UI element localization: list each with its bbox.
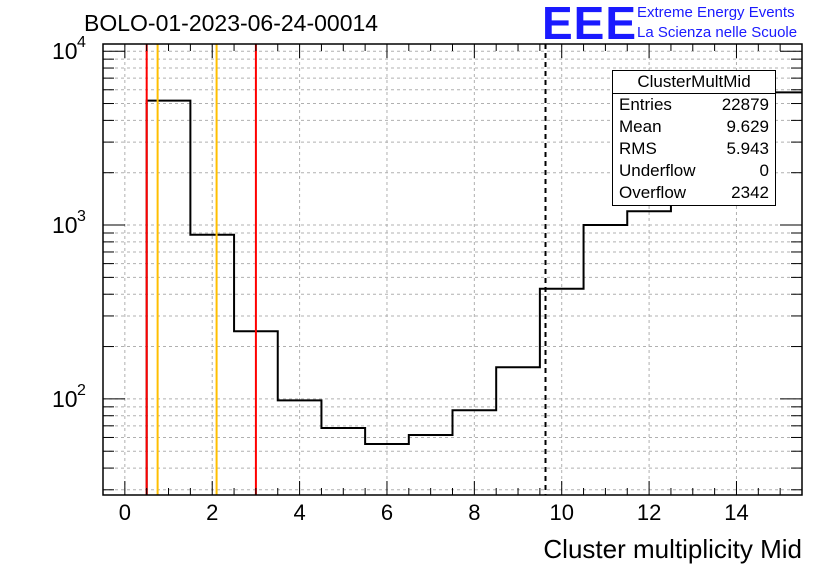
y-tick-label: 10 (52, 212, 78, 238)
histogram-bin (496, 367, 540, 495)
stats-row-mean: Mean 9.629 (619, 116, 769, 138)
x-tick-label: 8 (468, 500, 480, 525)
x-tick-label: 12 (637, 500, 661, 525)
logo-subtitle-line1: Extreme Energy Events (637, 4, 795, 21)
stats-box: ClusterMultMid Entries 22879 Mean 9.629 … (612, 70, 776, 206)
histogram-bin (190, 235, 234, 495)
stats-value: 5.943 (726, 139, 769, 158)
y-tick-exponent: 3 (77, 208, 86, 225)
stats-value: 0 (759, 161, 769, 180)
histogram-bin (584, 225, 628, 495)
eee-logo: EEE (542, 0, 638, 49)
histogram-bin (147, 101, 191, 495)
histogram-bin (278, 400, 322, 495)
stats-label: RMS (619, 139, 657, 158)
x-tick-label: 6 (381, 500, 393, 525)
stats-label: Underflow (619, 161, 696, 180)
stats-row-overflow: Overflow 2342 (619, 182, 769, 204)
y-tick-label: 10 (52, 386, 78, 412)
histogram-bin (409, 435, 453, 495)
x-axis-label: Cluster multiplicity Mid (543, 534, 802, 564)
stats-row-underflow: Underflow 0 (619, 160, 769, 182)
x-tick-label: 2 (206, 500, 218, 525)
y-tick-exponent: 2 (77, 382, 86, 399)
y-tick-exponent: 4 (77, 34, 86, 51)
y-tick-label: 10 (52, 38, 78, 64)
stats-box-title: ClusterMultMid (613, 71, 775, 94)
logo-subtitle-line2: La Scienza nelle Scuole (637, 24, 798, 41)
x-tick-label: 14 (724, 500, 748, 525)
stats-label: Overflow (619, 183, 687, 202)
x-tick-label: 10 (549, 500, 573, 525)
x-tick-label: 0 (119, 500, 131, 525)
stats-label: Entries (619, 95, 672, 114)
histogram-bin (540, 289, 584, 495)
histogram-bin (321, 428, 365, 495)
histogram-bin (627, 211, 671, 495)
stats-row-entries: Entries 22879 (619, 94, 769, 116)
stats-value: 22879 (721, 95, 769, 114)
stats-label: Mean (619, 117, 662, 136)
histogram-bin (715, 181, 759, 495)
stats-row-rms: RMS 5.943 (619, 138, 769, 160)
chart-title: BOLO-01-2023-06-24-00014 (84, 10, 379, 36)
stats-value: 9.629 (726, 117, 769, 136)
histogram-bin (671, 192, 715, 495)
x-tick-label: 4 (293, 500, 305, 525)
stats-value: 2342 (731, 183, 769, 202)
